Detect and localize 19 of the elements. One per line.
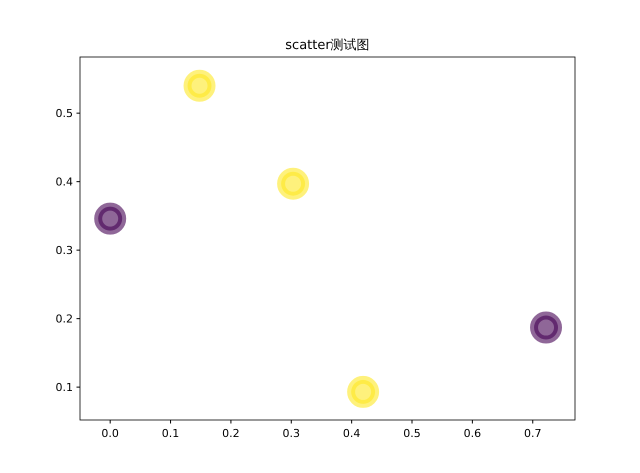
y-tick-label: 0.3 [56,244,73,257]
point [347,376,380,408]
y-tick-label: 0.4 [56,176,73,189]
y-tick-label: 0.5 [56,107,73,120]
point [277,168,310,200]
x-tick-label: 0.5 [403,427,421,440]
x-tick-label: 0.7 [524,427,542,440]
x-tick-label: 0.0 [101,427,119,440]
point [530,312,562,344]
x-tick-label: 0.4 [342,427,360,440]
chart-title: scatter测试图 [285,38,370,53]
x-tick-label: 0.2 [222,427,240,440]
point [184,70,216,102]
y-tick-label: 0.2 [56,312,73,326]
x-tick-label: 0.6 [464,427,482,440]
point [94,202,126,235]
x-tick-label: 0.1 [162,427,180,440]
y-tick-label: 0.1 [56,380,73,394]
x-tick-label: 0.3 [282,427,300,440]
